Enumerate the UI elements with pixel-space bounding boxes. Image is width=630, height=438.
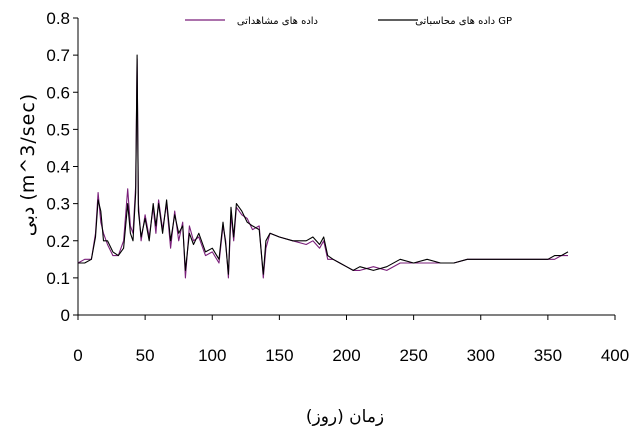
legend-label-observed: داده های مشاهداتی <box>237 16 318 27</box>
x-tick-label: 300 <box>467 346 495 365</box>
x-tick-label: 100 <box>198 346 226 365</box>
x-tick-label: 400 <box>601 346 629 365</box>
legend-label-computed: داده های محاسباتی GP <box>415 16 512 27</box>
x-tick-label: 0 <box>73 346 82 365</box>
y-tick-label: 0.8 <box>46 9 70 28</box>
x-axis-title: زمان (روز) <box>306 407 384 427</box>
y-tick-label: 0.6 <box>46 83 70 102</box>
chart-axes: 0 0.1 0.2 0.3 0.4 0.5 0.6 0.7 0.8 0 50 100 150 200 250… <box>46 9 629 365</box>
x-tick-label: 200 <box>332 346 360 365</box>
x-tick-label: 150 <box>265 346 293 365</box>
y-tick-label: 0.3 <box>46 195 70 214</box>
y-axis-title: دبی (m^3/sec) <box>17 94 39 236</box>
chart-series <box>77 54 569 279</box>
y-tick-label: 0.7 <box>46 46 70 65</box>
series-line-computed <box>78 54 569 275</box>
y-tick-label: 0.2 <box>46 232 70 251</box>
chart-legend: داده های مشاهداتی داده های محاسباتی GP <box>185 16 512 27</box>
y-tick-label: 0.5 <box>46 120 70 139</box>
y-tick-label: 0.1 <box>46 269 70 288</box>
x-tick-label: 350 <box>534 346 562 365</box>
series-line-observed <box>77 58 568 279</box>
x-tick-label: 250 <box>399 346 427 365</box>
y-tick-label: 0.4 <box>46 158 70 177</box>
x-tick-label: 50 <box>136 346 155 365</box>
y-tick-label: 0 <box>61 306 70 325</box>
